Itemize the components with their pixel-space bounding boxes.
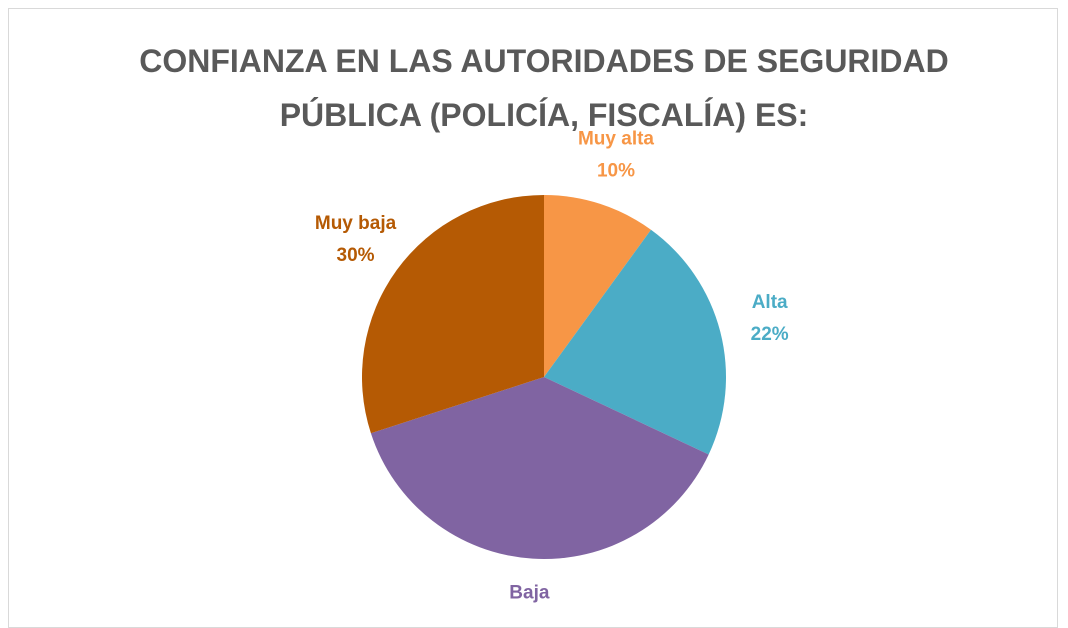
- pie-slice: [370, 377, 709, 560]
- chart-title: CONFIANZA EN LAS AUTORIDADES DE SEGURIDA…: [139, 43, 949, 133]
- slice-label: Baja: [509, 583, 550, 604]
- pie-slice: [544, 195, 651, 377]
- slice-value-label: 30%: [337, 245, 375, 266]
- slice-label: Muy baja: [315, 213, 397, 234]
- pie-slice: [544, 229, 726, 455]
- slice-value-label: 22%: [751, 324, 789, 345]
- slice-label: Muy alta: [578, 128, 654, 149]
- slice-value-label: 10%: [597, 160, 635, 181]
- pie-slice: [362, 195, 544, 434]
- slice-label: Alta: [752, 292, 788, 313]
